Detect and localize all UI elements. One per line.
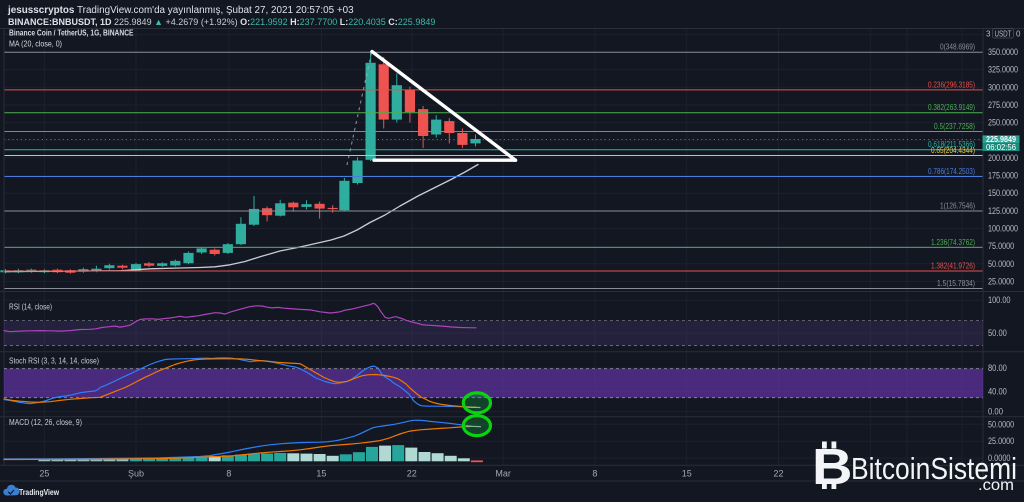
svg-text:350.0000: 350.0000 [988, 47, 1018, 57]
svg-text:0.5(237.7258): 0.5(237.7258) [934, 121, 975, 131]
svg-text:Mar: Mar [495, 469, 511, 479]
svg-text:TradingView: TradingView [19, 488, 60, 497]
svg-text:75.0000: 75.0000 [988, 241, 1014, 251]
svg-text:0.618(211.5366): 0.618(211.5366) [928, 139, 975, 149]
svg-text:1.382(41.9726): 1.382(41.9726) [931, 261, 975, 271]
svg-text:175.0000: 175.0000 [988, 171, 1018, 181]
svg-text:1(126.7546): 1(126.7546) [940, 201, 975, 211]
svg-text:325.0000: 325.0000 [988, 65, 1018, 75]
svg-text:Binance Coin / TetherUS, 1G, B: Binance Coin / TetherUS, 1G, BINANCE [9, 29, 134, 38]
svg-text:Şub: Şub [128, 469, 144, 479]
svg-text:0.65(204.4344): 0.65(204.4344) [931, 145, 975, 155]
svg-text:50.0000: 50.0000 [988, 419, 1014, 429]
svg-text:0.236(296.3185): 0.236(296.3185) [928, 79, 975, 89]
svg-text:0(348.6969): 0(348.6969) [940, 42, 975, 52]
svg-text:MACD (12, 26, close, 9): MACD (12, 26, close, 9) [9, 418, 82, 427]
svg-text:BitcoinSistemi: BitcoinSistemi [851, 451, 1017, 486]
svg-text:25.0000: 25.0000 [988, 277, 1014, 287]
svg-text:06:02:56: 06:02:56 [986, 142, 1016, 152]
svg-text:250.0000: 250.0000 [988, 118, 1018, 128]
svg-text:1.5(15.7834): 1.5(15.7834) [937, 278, 975, 288]
svg-text:50.00: 50.00 [988, 328, 1007, 338]
svg-text:15: 15 [682, 469, 692, 479]
svg-text:150.0000: 150.0000 [988, 188, 1018, 198]
svg-text:100.0000: 100.0000 [988, 224, 1018, 234]
svg-text:USDT: USDT [995, 30, 1012, 39]
svg-text:50.0000: 50.0000 [988, 259, 1014, 269]
svg-text:80.00: 80.00 [988, 363, 1007, 373]
svg-text:0.382(263.9149): 0.382(263.9149) [928, 102, 975, 112]
svg-text:125.0000: 125.0000 [988, 206, 1018, 216]
svg-text:8: 8 [226, 469, 231, 479]
svg-text:300.0000: 300.0000 [988, 82, 1018, 92]
svg-text:22: 22 [773, 469, 783, 479]
svg-text:0.0000: 0.0000 [988, 453, 1011, 463]
svg-text:B: B [812, 438, 853, 495]
svg-text:275.0000: 275.0000 [988, 100, 1018, 110]
svg-text:.com: .com [978, 477, 1014, 494]
svg-text:MA (20, close, 0): MA (20, close, 0) [9, 39, 62, 48]
svg-text:0: 0 [1016, 30, 1021, 39]
svg-text:100.00: 100.00 [988, 295, 1011, 305]
svg-text:Stoch RSI (3, 3, 14, 14, close: Stoch RSI (3, 3, 14, 14, close) [9, 357, 99, 366]
svg-text:1.236(74.3762): 1.236(74.3762) [931, 237, 975, 247]
svg-text:200.0000: 200.0000 [988, 153, 1018, 163]
svg-text:15: 15 [316, 469, 326, 479]
svg-text:0.00: 0.00 [988, 407, 1003, 417]
svg-text:0.786(174.2503): 0.786(174.2503) [928, 166, 975, 176]
svg-text:40.00: 40.00 [988, 386, 1007, 396]
svg-text:25.0000: 25.0000 [988, 436, 1014, 446]
svg-text:8: 8 [592, 469, 597, 479]
svg-text:22: 22 [407, 469, 417, 479]
svg-text:3: 3 [986, 30, 991, 39]
svg-text:RSI (14, close): RSI (14, close) [9, 302, 52, 311]
svg-text:225.9849: 225.9849 [986, 134, 1016, 144]
svg-text:25: 25 [39, 469, 49, 479]
